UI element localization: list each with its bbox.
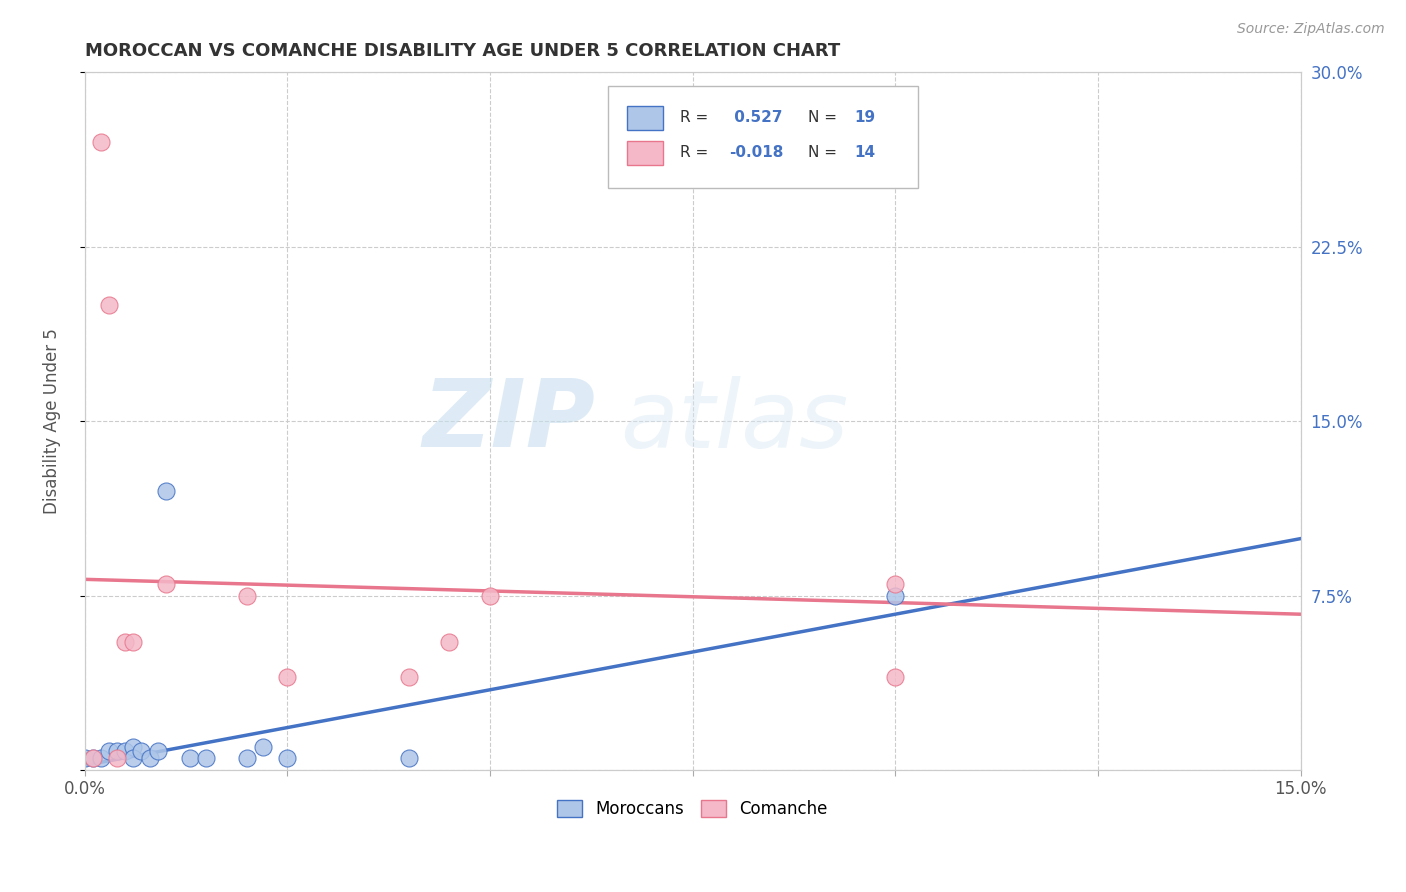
Point [884, 670, 907, 684]
FancyBboxPatch shape [627, 141, 664, 164]
Point [90, 751, 112, 765]
Point [146, 744, 169, 758]
Point [131, 744, 153, 758]
Text: R =: R = [681, 111, 714, 125]
FancyBboxPatch shape [607, 87, 918, 187]
Point [276, 670, 298, 684]
Text: MOROCCAN VS COMANCHE DISABILITY AGE UNDER 5 CORRELATION CHART: MOROCCAN VS COMANCHE DISABILITY AGE UNDE… [84, 42, 839, 60]
Text: -0.018: -0.018 [730, 145, 783, 161]
Point [276, 751, 298, 765]
Text: 19: 19 [855, 111, 876, 125]
Point [114, 744, 136, 758]
Point [122, 739, 145, 754]
Point [105, 744, 128, 758]
Point [90, 135, 112, 149]
Point [114, 635, 136, 649]
Point [252, 739, 274, 754]
Point [122, 751, 145, 765]
Point [398, 670, 420, 684]
Point [479, 589, 502, 603]
Point [195, 751, 218, 765]
Point [439, 635, 461, 649]
Point [884, 577, 907, 591]
Point [138, 751, 160, 765]
Point [236, 751, 259, 765]
Point [98, 298, 121, 312]
Text: N =: N = [808, 145, 842, 161]
Text: N =: N = [808, 111, 842, 125]
Point [179, 751, 201, 765]
Legend: Moroccans, Comanche: Moroccans, Comanche [551, 793, 835, 824]
Y-axis label: Disability Age Under 5: Disability Age Under 5 [44, 328, 60, 514]
Point [884, 589, 907, 603]
Text: Source: ZipAtlas.com: Source: ZipAtlas.com [1237, 22, 1385, 37]
Text: R =: R = [681, 145, 714, 161]
Point [122, 635, 145, 649]
Point [98, 744, 121, 758]
Text: 14: 14 [855, 145, 876, 161]
Point [82, 751, 104, 765]
Point [105, 751, 128, 765]
Point [236, 589, 259, 603]
Point [82, 751, 104, 765]
Text: atlas: atlas [620, 376, 848, 467]
Point [155, 483, 177, 498]
FancyBboxPatch shape [627, 106, 664, 129]
Text: ZIP: ZIP [422, 376, 595, 467]
Text: 0.527: 0.527 [730, 111, 783, 125]
Point [398, 751, 420, 765]
Point [73, 751, 96, 765]
Point [155, 577, 177, 591]
